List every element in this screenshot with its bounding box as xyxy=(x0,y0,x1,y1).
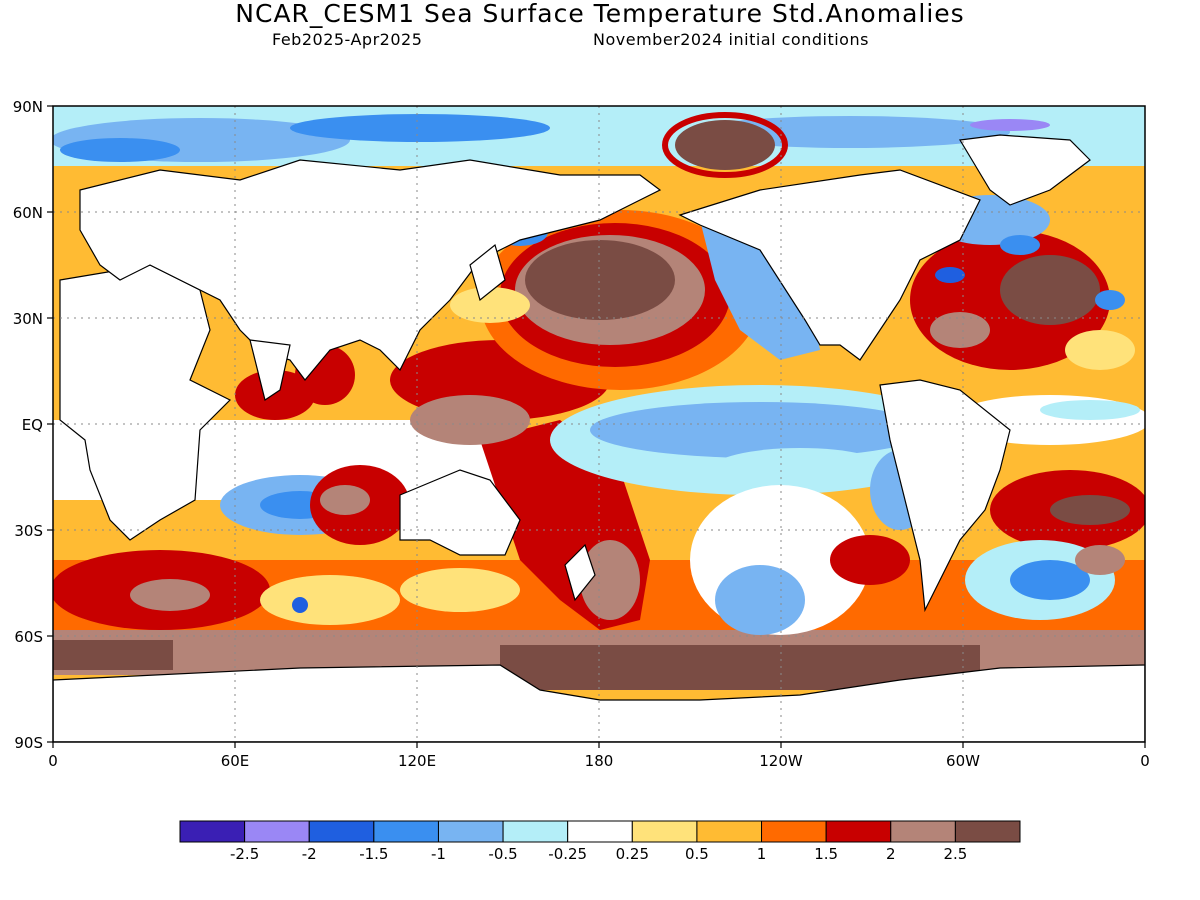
lon-label: 0 xyxy=(1140,752,1150,770)
colorbar-swatch xyxy=(631,820,698,843)
north-america-landmass xyxy=(678,169,981,361)
latitude-labels: 90N 60N 30N EQ 30S 60S 90S xyxy=(13,98,43,752)
lon-label: 120W xyxy=(759,752,803,770)
colorbar-label: 2 xyxy=(886,845,896,863)
colorbar-label: -1 xyxy=(431,845,446,863)
colorbar-swatch xyxy=(244,820,310,843)
colorbar-swatch xyxy=(761,820,827,843)
colorbar-label: -0.5 xyxy=(488,845,517,863)
colorbar-swatch xyxy=(308,820,375,843)
africa-landmass xyxy=(59,264,232,541)
new-zealand-landmass xyxy=(564,543,596,602)
greenland-landmass xyxy=(959,134,1091,206)
lon-label: 0 xyxy=(48,752,58,770)
colorbar-swatch xyxy=(890,820,956,843)
lon-label: 120E xyxy=(398,752,436,770)
colorbar-label: 1 xyxy=(757,845,767,863)
colorbar-swatch xyxy=(567,820,633,843)
south-america-landmass xyxy=(879,379,1011,613)
lat-label: EQ xyxy=(22,416,43,434)
lat-label: 30N xyxy=(13,310,43,328)
eurasia-landmass xyxy=(79,159,662,381)
antarctica-landmass xyxy=(53,664,1145,742)
lat-label: 30S xyxy=(14,522,43,540)
colorbar-label: 2.5 xyxy=(943,845,967,863)
colorbar-swatch xyxy=(825,820,892,843)
lat-label: 60S xyxy=(14,628,43,646)
colorbar-swatch xyxy=(696,820,763,843)
colorbar-swatch xyxy=(954,820,1021,843)
australia-landmass xyxy=(399,469,521,556)
lon-label: 60E xyxy=(221,752,250,770)
graticule xyxy=(53,106,1145,742)
lat-label: 60N xyxy=(13,204,43,222)
lon-label: 60W xyxy=(946,752,980,770)
colorbar: -2.5 -2 -1.5 -1 -0.5 -0.25 0.25 0.5 1 1.5 2 2.5 xyxy=(179,820,1021,863)
japan-landmass xyxy=(469,243,506,302)
lat-label: 90N xyxy=(13,98,43,116)
colorbar-label: -0.25 xyxy=(548,845,587,863)
colorbar-swatch xyxy=(179,820,246,843)
initial-conditions: November2024 initial conditions xyxy=(593,30,869,49)
map-title: NCAR_CESM1 Sea Surface Temperature Std.A… xyxy=(235,0,965,28)
continents xyxy=(53,134,1145,742)
india-landmass xyxy=(249,339,291,401)
lat-label: 90S xyxy=(14,734,43,752)
longitude-labels: 0 60E 120E 180 120W 60W 0 xyxy=(48,752,1150,770)
colorbar-swatch xyxy=(373,820,439,843)
colorbar-label: -2 xyxy=(302,845,317,863)
forecast-period: Feb2025-Apr2025 xyxy=(272,30,423,49)
colorbar-label: 1.5 xyxy=(814,845,838,863)
axis-ticks xyxy=(47,105,1146,748)
lon-label: 180 xyxy=(585,752,614,770)
colorbar-label: 0.25 xyxy=(616,845,649,863)
colorbar-swatch xyxy=(437,820,504,843)
colorbar-swatch xyxy=(502,820,569,843)
colorbar-label: -1.5 xyxy=(359,845,388,863)
colorbar-label: -2.5 xyxy=(230,845,259,863)
colorbar-label: 0.5 xyxy=(685,845,709,863)
